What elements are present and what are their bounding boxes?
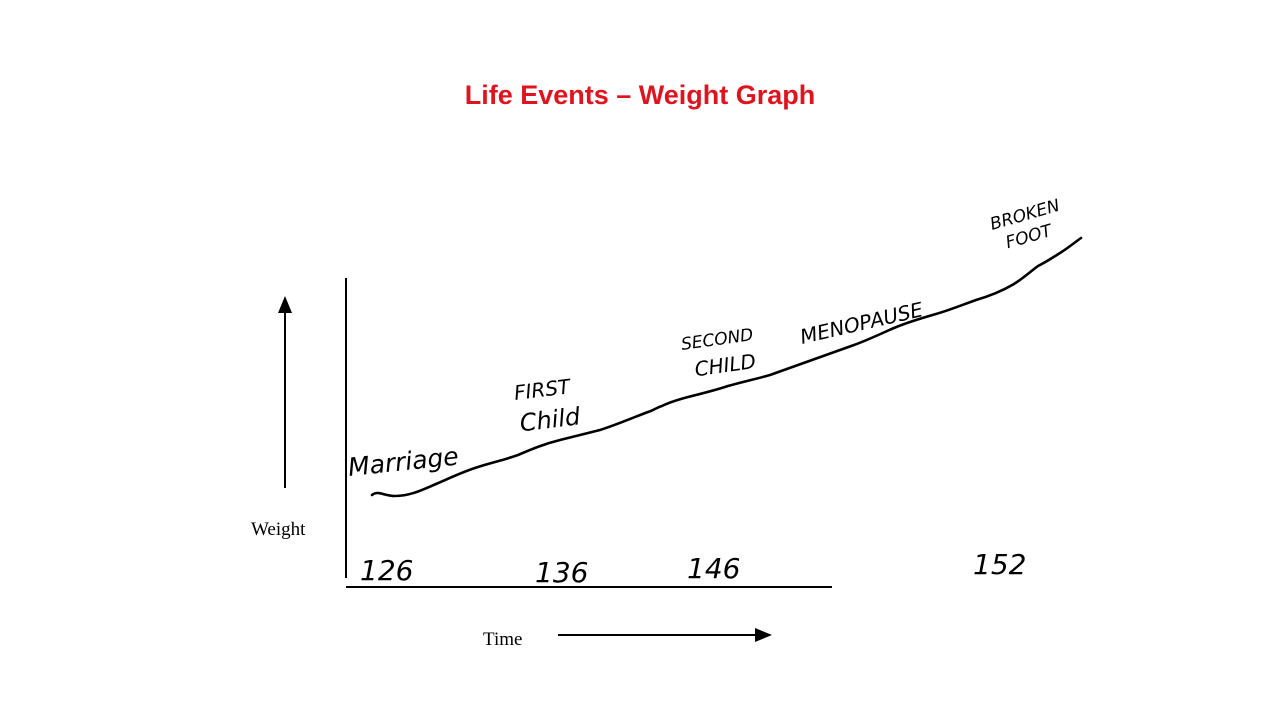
weight-label-146: 146 [687, 552, 740, 585]
svg-text:Child: Child [518, 402, 582, 437]
weight-line [370, 236, 1083, 498]
weight-label-126: 126 [360, 554, 413, 587]
svg-text:CHILD: CHILD [693, 349, 757, 381]
weight-label-152: 152 [973, 548, 1026, 581]
y-axis-label: Weight [251, 519, 306, 540]
event-label-marriage: Marriage [347, 442, 460, 482]
slide-title: Life Events – Weight Graph [464, 80, 816, 110]
svg-text:FIRST: FIRST [513, 374, 573, 405]
event-label-first-child: FIRST Child [513, 374, 583, 437]
x-axis-label: Time [483, 629, 522, 650]
weight-arrow-icon [278, 296, 292, 488]
time-arrow-icon [558, 628, 772, 642]
weight-label-136: 136 [535, 556, 588, 589]
event-label-second-child: SECOND CHILD [680, 325, 757, 381]
event-label-broken-foot: BROKEN FOOT [988, 196, 1062, 253]
